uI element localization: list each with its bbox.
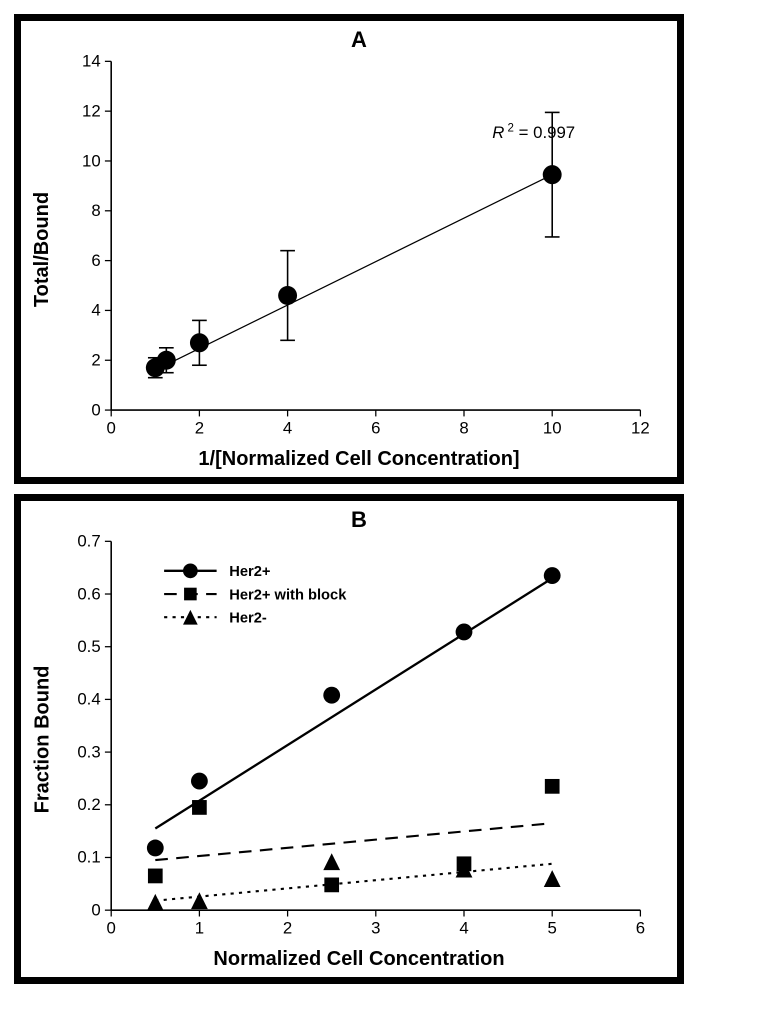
panel-a-svg-wrap: 0 2 4 6 8 10 12 0 2 4 6 8 10 12 14 R 2 = 0.997 — [65, 55, 653, 446]
svg-text:4: 4 — [459, 918, 468, 937]
svg-text:0.7: 0.7 — [77, 535, 100, 551]
svg-text:0.6: 0.6 — [77, 584, 100, 603]
svg-text:0.2: 0.2 — [77, 795, 100, 814]
figure-page: Total/Bound A 02468101202468101214R 2 = … — [0, 0, 774, 1008]
svg-text:12: 12 — [82, 101, 101, 120]
svg-text:R 2 = 0.997: R 2 = 0.997 — [492, 123, 575, 142]
svg-text:4: 4 — [91, 301, 100, 320]
svg-text:8: 8 — [459, 418, 468, 437]
panel-a-inner: Total/Bound A 0 2 4 6 8 10 12 0 2 4 6 8 10 12 14 R 2 = … — [21, 21, 677, 477]
svg-text:8: 8 — [91, 201, 100, 220]
panel-b-plot-col: B 0 1 2 3 4 5 6 0 0.1 0.2 0.3 0.4 0.5 0.6 0.7 Her2+ Her2… — [65, 501, 677, 977]
svg-text:Her2+ with block: Her2+ with block — [229, 587, 347, 603]
svg-text:0.1: 0.1 — [77, 848, 100, 867]
svg-text:0: 0 — [91, 400, 100, 419]
svg-text:2: 2 — [283, 918, 292, 937]
panel-b-ylabel: Fraction Bound — [32, 665, 55, 813]
svg-text:Her2+: Her2+ — [229, 564, 270, 580]
svg-text:6: 6 — [91, 251, 100, 270]
panel-a-plot-col: A 0 2 4 6 8 10 12 0 2 4 6 8 10 12 14 R 2 = 0.997 1/[Nor… — [65, 21, 677, 477]
svg-text:10: 10 — [82, 151, 101, 170]
svg-text:4: 4 — [283, 418, 292, 437]
svg-text:6: 6 — [371, 418, 380, 437]
svg-text:0.5: 0.5 — [77, 637, 100, 656]
svg-text:0: 0 — [91, 900, 100, 919]
panel-b-inner: Fraction Bound B 0 1 2 3 4 5 6 0 0.1 0.2 0.3 0.4 0.5… — [21, 501, 677, 977]
panel-a-ylabel: Total/Bound — [32, 191, 55, 306]
panel-b: Fraction Bound B 0 1 2 3 4 5 6 0 0.1 0.2 0.3 0.4 0.5… — [14, 494, 684, 984]
svg-text:1: 1 — [195, 918, 204, 937]
svg-text:2: 2 — [91, 350, 100, 369]
svg-text:6: 6 — [636, 918, 645, 937]
panel-b-ylabel-col: Fraction Bound — [21, 501, 65, 977]
panel-a-svg: 0 2 4 6 8 10 12 0 2 4 6 8 10 12 14 R 2 = 0.997 — [65, 55, 653, 446]
panel-b-title: B — [65, 507, 653, 533]
svg-text:12: 12 — [631, 418, 650, 437]
panel-a-ylabel-col: Total/Bound — [21, 21, 65, 477]
svg-text:0: 0 — [107, 418, 116, 437]
panel-b-svg: 0 1 2 3 4 5 6 0 0.1 0.2 0.3 0.4 0.5 0.6 0.7 Her2+ Her2+ … — [65, 535, 653, 946]
svg-text:5: 5 — [548, 918, 557, 937]
svg-text:10: 10 — [543, 418, 562, 437]
svg-text:2: 2 — [195, 418, 204, 437]
panel-a-title: A — [65, 27, 653, 53]
svg-text:3: 3 — [371, 918, 380, 937]
svg-text:0.4: 0.4 — [77, 690, 100, 709]
svg-text:Her2-: Her2- — [229, 610, 267, 626]
panel-a: Total/Bound A 0 2 4 6 8 10 12 0 2 4 6 8 10 12 14 R 2 = … — [14, 14, 684, 484]
panel-b-xlabel: Normalized Cell Concentration — [65, 948, 653, 971]
svg-text:0: 0 — [107, 918, 116, 937]
panel-b-svg-wrap: 0 1 2 3 4 5 6 0 0.1 0.2 0.3 0.4 0.5 0.6 0.7 Her2+ Her2+ … — [65, 535, 653, 946]
svg-text:14: 14 — [82, 55, 101, 71]
panel-a-xlabel: 1/[Normalized Cell Concentration] — [65, 448, 653, 471]
svg-text:0.3: 0.3 — [77, 742, 100, 761]
